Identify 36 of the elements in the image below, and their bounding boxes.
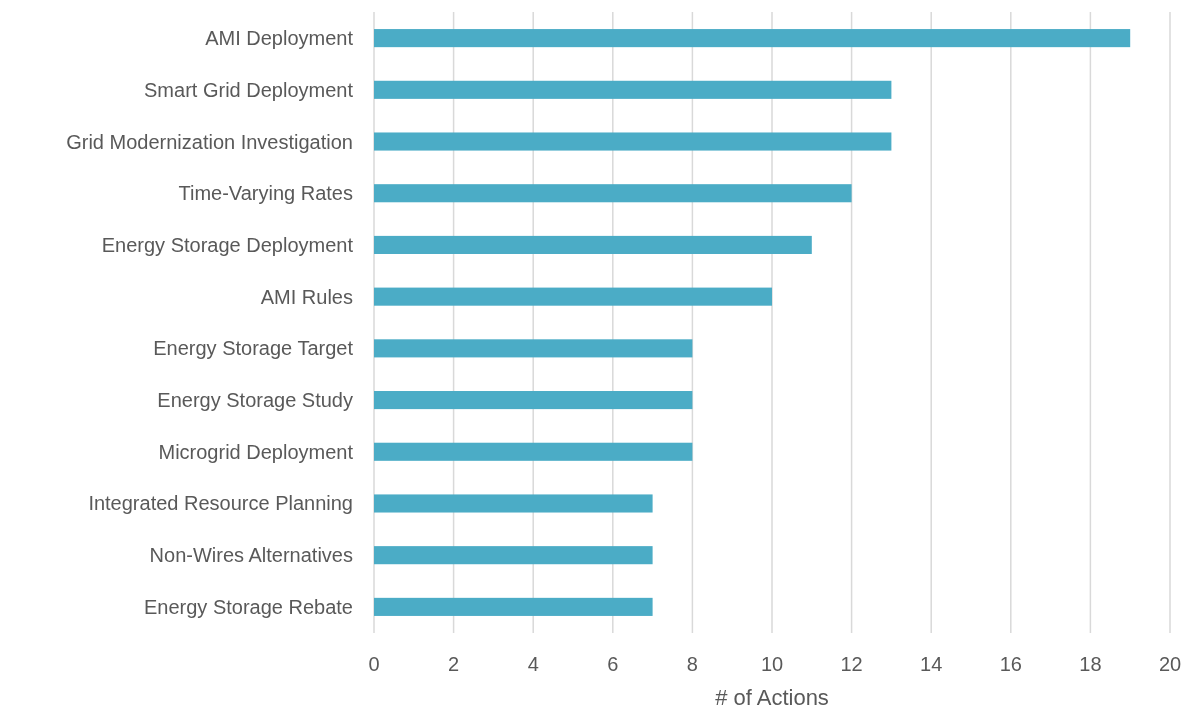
x-tick-label: 14: [920, 653, 943, 675]
bar: [374, 597, 653, 616]
y-tick-label: Microgrid Deployment: [158, 440, 354, 463]
x-tick-label: 10: [760, 653, 784, 675]
x-tick-label: 2: [448, 653, 460, 675]
bar: [374, 132, 892, 151]
bar: [374, 80, 892, 99]
bar: [374, 546, 653, 565]
y-tick-label: Energy Storage Rebate: [143, 595, 353, 618]
y-tick-label: Energy Storage Deployment: [101, 233, 354, 256]
x-tick-label: 8: [686, 653, 698, 675]
bar: [374, 29, 1131, 48]
y-tick-label: AMI Deployment: [205, 27, 354, 50]
bar: [374, 442, 693, 461]
y-tick-label: Integrated Resource Planning: [88, 492, 353, 515]
bar: [374, 339, 693, 358]
y-tick-label: Energy Storage Study: [157, 389, 353, 412]
bar: [374, 184, 852, 203]
y-tick-label: Non-Wires Alternatives: [149, 544, 353, 567]
y-tick-label: Energy Storage Target: [153, 337, 354, 360]
x-tick-label: 12: [840, 653, 863, 675]
bar: [374, 494, 653, 513]
y-tick-label: AMI Rules: [260, 285, 353, 308]
x-tick-label: 6: [607, 653, 619, 675]
y-tick-label: Grid Modernization Investigation: [66, 130, 353, 153]
x-tick-label: 0: [368, 653, 380, 675]
x-tick-label: 16: [999, 653, 1022, 675]
x-tick-label: 18: [1079, 653, 1102, 675]
bar: [374, 235, 812, 254]
y-tick-label: Time-Varying Rates: [178, 182, 353, 205]
y-tick-label: Smart Grid Deployment: [144, 78, 354, 101]
x-axis-title: # of Actions: [715, 685, 829, 710]
bar: [374, 287, 772, 306]
x-tick-label: 4: [527, 653, 539, 675]
x-tick-label: 20: [1158, 653, 1182, 675]
bar: [374, 391, 693, 410]
